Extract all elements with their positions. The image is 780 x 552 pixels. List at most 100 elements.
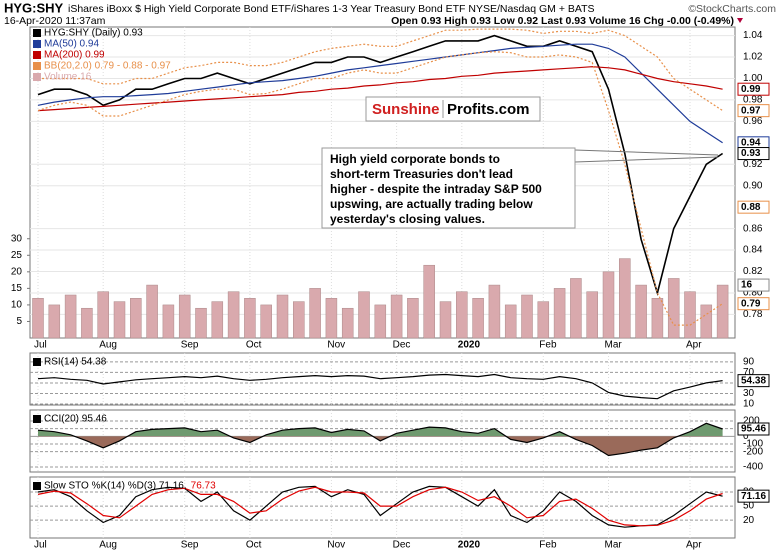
y-tick-label: 70	[743, 367, 755, 378]
volume-bar	[325, 298, 338, 339]
x-tick-label: Sep	[181, 540, 199, 551]
x-tick-label: Oct	[246, 340, 262, 351]
x-tick-label: Nov	[327, 340, 345, 351]
y-tick-label: 90	[743, 357, 755, 368]
volume-bar	[635, 284, 647, 339]
annotation-text: High yield corporate bonds toshort-term …	[330, 152, 542, 226]
volume-bar	[407, 298, 419, 339]
volume-bar	[619, 258, 631, 339]
volume-bar	[602, 271, 615, 339]
symbol: HYG:SHY	[4, 0, 64, 15]
logo-part: Profits.com	[447, 101, 530, 118]
volume-bar	[130, 298, 142, 339]
value-tag	[737, 200, 770, 214]
legend-swatch	[33, 73, 41, 81]
series-line	[37, 485, 723, 528]
annotation-box	[321, 147, 576, 229]
value-tag-label: 0.97	[741, 105, 761, 116]
x-tick-label: Oct	[246, 540, 262, 551]
volume-bar	[32, 298, 44, 339]
legend-label: MA(50) 0.94	[44, 39, 99, 50]
volume-bar	[97, 291, 109, 339]
y-tick-label: -200	[743, 446, 763, 457]
x-tick-label: Mar	[605, 340, 623, 351]
pointer-line	[574, 149, 719, 156]
series-line	[37, 51, 723, 326]
legend-swatch	[33, 62, 41, 70]
volume-bar	[439, 301, 452, 339]
volume-bar	[667, 278, 680, 339]
volume-bar	[521, 294, 533, 339]
panel	[29, 476, 736, 539]
volume-bar	[162, 304, 175, 339]
value-tag	[737, 297, 770, 311]
volume-bar	[195, 307, 207, 339]
source: ©StockCharts.com	[688, 3, 776, 15]
annotation-line: short-term Treasuries don't lead	[330, 167, 513, 181]
y2-tick-label: 30	[11, 233, 23, 244]
value-tag-label: 71.16	[741, 491, 766, 502]
y-tick-label: 10	[743, 399, 755, 410]
x-tick-label: Sep	[181, 340, 199, 351]
volume-bar	[586, 291, 598, 339]
y-tick-label: 0.82	[743, 266, 763, 277]
volume-bar	[48, 304, 61, 339]
y-tick-label: 0.96	[743, 116, 763, 127]
down-arrow	[737, 18, 743, 23]
value-tag-label: 0.88	[741, 202, 761, 213]
value-tag-label: 0.94	[741, 137, 761, 148]
legend-swatch	[33, 482, 41, 490]
y-tick-label: 1.00	[743, 73, 763, 84]
value-tag-label: 0.79	[741, 298, 761, 309]
area-negative	[38, 436, 723, 456]
volume-bar	[423, 264, 435, 339]
series-line	[37, 66, 723, 112]
volume-bar	[81, 307, 93, 339]
series-line	[37, 422, 723, 457]
x-tick-label: Dec	[393, 540, 411, 551]
x-tick-label: Aug	[99, 340, 117, 351]
y-tick-label: 0.98	[743, 95, 763, 106]
volume-bar	[456, 291, 468, 339]
annotation-line: yesterday's closing values.	[330, 212, 485, 226]
chart-title: iShares iBoxx $ High Yield Corporate Bon…	[68, 3, 595, 15]
legend-swatch	[33, 29, 41, 37]
logo-part: Sunshine	[372, 101, 440, 118]
y-tick-label: 1.04	[743, 30, 763, 41]
y-tick-label: 1.02	[743, 52, 763, 63]
volume-bar	[293, 301, 305, 339]
value-tag	[737, 489, 770, 503]
volume-bar	[358, 291, 370, 339]
volume-bar	[684, 291, 696, 339]
volume-bar	[700, 304, 713, 339]
x-tick-label: Apr	[686, 540, 702, 551]
value-tag	[737, 82, 770, 96]
panel-title: RSI(14) 54.38	[44, 357, 107, 368]
volume-bar	[716, 284, 729, 339]
panel-title: Slow STO %K(14) %D(3) 71.16,	[44, 481, 187, 492]
y-tick-label: 0.90	[743, 180, 763, 191]
volume-bar	[64, 294, 77, 339]
x-tick-label: Jul	[34, 540, 47, 551]
y2-tick-label: 15	[11, 283, 23, 294]
value-tag-label: 16	[741, 280, 753, 291]
pointer-line	[574, 156, 719, 163]
volume-bar	[178, 294, 191, 339]
y-tick-label: 0.80	[743, 288, 763, 299]
value-tag-label: 0.99	[741, 84, 761, 95]
series-line	[37, 43, 723, 144]
series-line	[37, 34, 724, 296]
x-tick-label: Apr	[686, 340, 702, 351]
x-tick-label: Jul	[34, 340, 47, 351]
x-tick-label: Feb	[539, 340, 557, 351]
y-tick-label: -100	[743, 439, 763, 450]
y-tick-label: 0.86	[743, 223, 763, 234]
panel-title-value: 76.73	[191, 481, 216, 492]
x-tick-label: Aug	[99, 540, 117, 551]
legend-label: HYG:SHY (Daily) 0.93	[44, 28, 143, 39]
logo: Sunshine Profits.com	[365, 96, 541, 122]
volume-bar	[488, 284, 501, 339]
panel-title: CCI(20) 95.46	[44, 414, 107, 425]
x-tick-label: Dec	[393, 340, 411, 351]
